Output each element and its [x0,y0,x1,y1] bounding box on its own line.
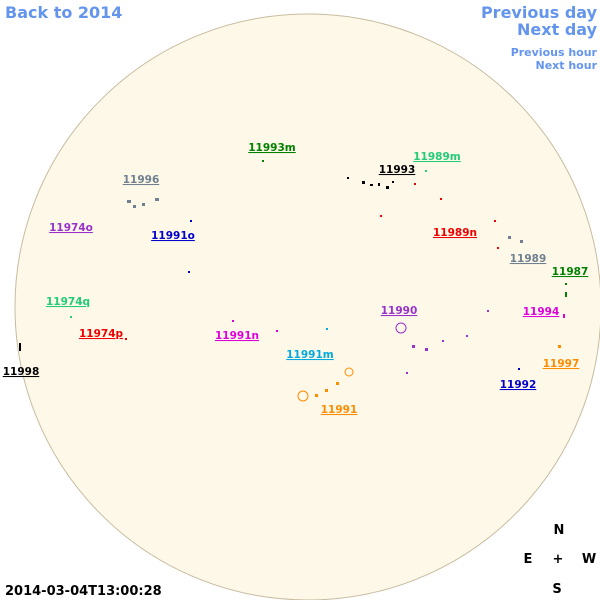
compass-label: E [524,552,533,567]
region-label[interactable]: 11974p [79,328,124,340]
region-label[interactable]: 11990 [381,305,418,317]
region-label[interactable]: 11994 [523,306,560,318]
nav-link[interactable]: Next day [517,20,598,39]
region-label[interactable]: 11974q [46,296,90,308]
region-label[interactable]: 11992 [500,379,537,391]
region-label[interactable]: 11989 [510,253,547,265]
region-labels: 11993m 11989m 11993 11996 11974o 11991o … [3,142,589,416]
compass-label: N [554,523,565,538]
nav-link[interactable]: Back to 2014 [5,3,122,22]
region-label[interactable]: 11993 [379,164,416,176]
region-label[interactable]: 11997 [543,358,580,370]
nav-link[interactable]: Previous hour [511,46,598,59]
region-label[interactable]: 11993m [248,142,296,154]
region-label[interactable]: 11987 [552,266,589,278]
nav-link[interactable]: Next hour [536,59,598,72]
region-label[interactable]: 11974o [49,222,93,234]
compass-label: + [553,552,564,567]
region-label[interactable]: 11991n [215,330,259,342]
region-label[interactable]: 11998 [3,366,40,378]
compass-label: S [552,582,561,597]
region-label[interactable]: 11991m [286,349,334,361]
region-label[interactable]: 11996 [123,174,160,186]
region-label[interactable]: 11991o [151,230,195,242]
compass-label: W [582,552,596,567]
region-label[interactable]: 11989m [413,151,461,163]
region-label[interactable]: 11989n [433,227,477,239]
region-label[interactable]: 11991 [321,404,358,416]
nav-link[interactable]: Previous day [481,3,598,22]
timestamp: 2014-03-04T13:00:28 [5,584,162,599]
solar-disk [14,13,600,600]
sunspots [19,160,567,402]
